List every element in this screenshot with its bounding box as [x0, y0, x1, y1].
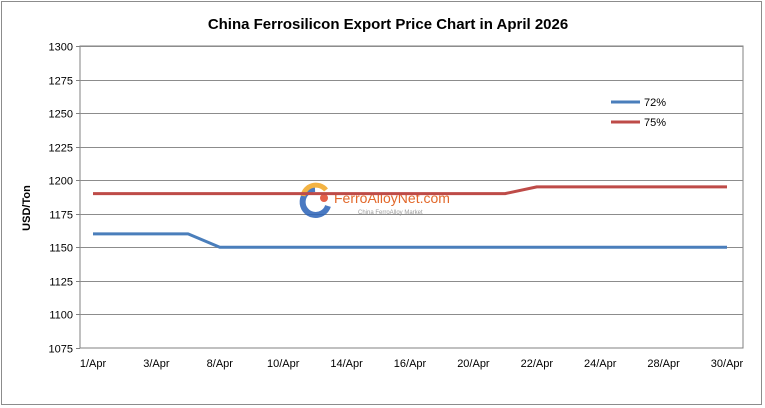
watermark-tagline: China FerroAlloy Market — [358, 210, 423, 216]
x-tick-label: 28/Apr — [647, 358, 680, 370]
x-tick-label: 22/Apr — [521, 358, 554, 370]
legend-label: 72% — [644, 97, 666, 109]
x-tick-label: 8/Apr — [207, 358, 234, 370]
x-tick-label: 16/Apr — [394, 358, 427, 370]
y-axis-ticks: 1075 1100 1125 1150 1175 1200 1225 1250 1275 1300 — [49, 42, 80, 356]
y-tick-label: 1300 — [49, 42, 73, 54]
y-tick-label: 1275 — [49, 76, 73, 88]
x-tick-label: 1/Apr — [80, 358, 107, 370]
x-tick-label: 3/Apr — [143, 358, 170, 370]
series-lines — [93, 185, 727, 249]
legend: 72% 75% — [611, 97, 666, 129]
series-line-ferrosilicon-75 — [93, 185, 727, 196]
y-tick-label: 1225 — [49, 143, 73, 155]
y-tick-label: 1100 — [49, 310, 73, 322]
series-line-ferrosilicon-72 — [93, 232, 727, 249]
x-tick-label: 20/Apr — [457, 358, 490, 370]
x-axis-ticks: 1/Apr 3/Apr 8/Apr 10/Apr 14/Apr 16/Apr 20/Apr 2… — [80, 358, 744, 370]
chart-title: China Ferrosilicon Export Price Chart in… — [208, 16, 568, 33]
legend-label: 75% — [644, 117, 666, 129]
y-tick-label: 1175 — [49, 210, 73, 222]
y-tick-label: 1125 — [49, 277, 73, 289]
x-tick-label: 14/Apr — [330, 358, 363, 370]
y-axis-label: USD/Ton — [21, 185, 33, 231]
x-tick-label: 30/Apr — [711, 358, 744, 370]
y-tick-label: 1150 — [49, 243, 73, 255]
y-tick-label: 1075 — [49, 344, 73, 356]
x-tick-label: 10/Apr — [267, 358, 300, 370]
y-tick-label: 1250 — [49, 109, 73, 121]
x-tick-label: 24/Apr — [584, 358, 617, 370]
y-tick-label: 1200 — [49, 176, 73, 188]
plot-area — [79, 45, 744, 349]
